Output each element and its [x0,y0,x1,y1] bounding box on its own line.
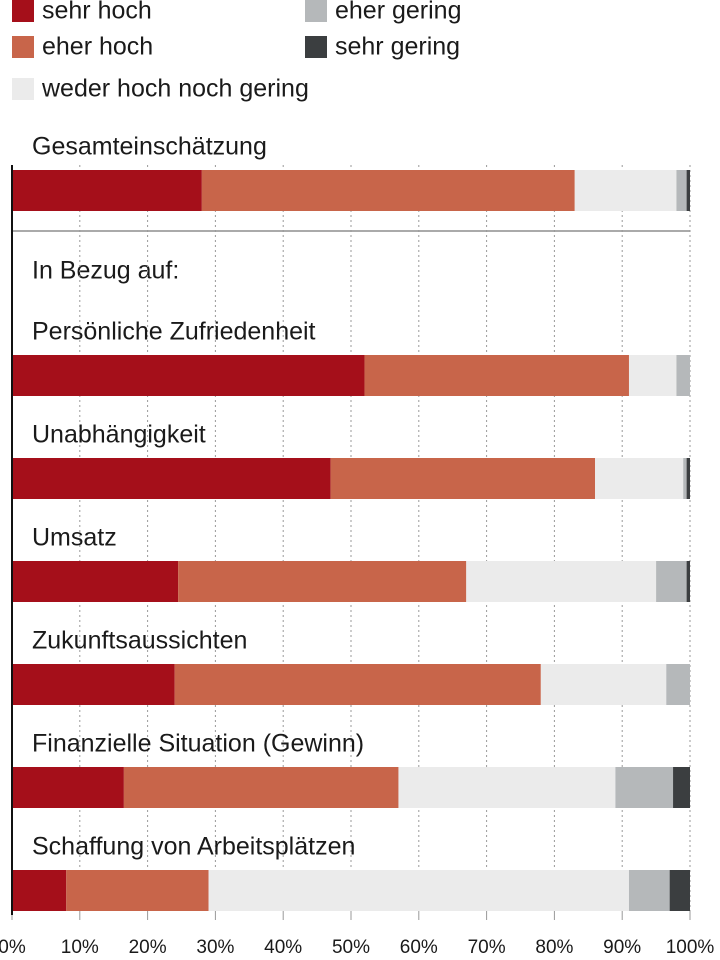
x-tick-label: 70% [468,937,506,958]
annotation: In Bezug auf: [32,257,179,285]
bar-segment [466,561,657,602]
bar-segment [12,561,179,602]
x-tick-label: 80% [535,937,573,958]
bar-segment [676,170,687,211]
legend-label: sehr gering [335,33,460,61]
bar-segment [686,170,690,211]
bar-segment [12,664,175,705]
bar-segment [673,767,690,808]
bar-segment [676,355,690,396]
legend-swatch [12,0,34,22]
x-tick-label: 50% [332,937,370,958]
bar-segment [178,561,467,602]
bar-segment [201,170,575,211]
bar-segment [208,870,629,911]
bar-segment [669,870,690,911]
bar-segment [615,767,674,808]
bar-segment [683,458,687,499]
x-tick-label: 40% [264,937,302,958]
bar-segment [12,355,365,396]
legend-label: weder hoch noch gering [41,75,309,103]
legend-swatch [305,0,327,22]
bar-segment [628,355,677,396]
x-tick-label: 0% [0,937,26,958]
legend-label: sehr hoch [42,0,152,25]
bar-segment [686,458,690,499]
category-label: Zukunftsaussichten [32,627,247,655]
x-tick-label: 90% [603,937,641,958]
x-tick-label: 10% [61,937,99,958]
bar-segment [12,870,67,911]
bar-segment [656,561,687,602]
bar-segment [398,767,616,808]
category-label: Finanzielle Situation (Gewinn) [32,730,364,758]
category-label: Schaffung von Arbeitsplätzen [32,833,355,861]
bar-segment [666,664,690,705]
bar-segment [174,664,541,705]
category-label: Umsatz [32,524,117,552]
category-label: Unabhängigkeit [32,421,206,449]
legend-swatch [12,78,34,100]
bar-segment [12,767,124,808]
category-label: Persönliche Zufriedenheit [32,318,316,346]
bar-segment [12,170,202,211]
legend-label: eher hoch [42,33,153,61]
x-tick-label: 100% [666,937,715,958]
category-label: Gesamteinschätzung [32,133,267,161]
x-tick-label: 20% [129,937,167,958]
bar-segment [595,458,684,499]
legend-swatch [12,36,34,58]
bar-segment [364,355,629,396]
bar-segment [540,664,667,705]
bar-segment [123,767,399,808]
bar-segment [12,458,331,499]
bar-segment [574,170,677,211]
bar-segment [330,458,596,499]
legend-swatch [305,36,327,58]
legend-label: eher gering [335,0,461,25]
bar-segment [686,561,690,602]
bar-segment [628,870,670,911]
x-tick-label: 30% [196,937,234,958]
x-tick-label: 60% [400,937,438,958]
bar-segment [66,870,209,911]
